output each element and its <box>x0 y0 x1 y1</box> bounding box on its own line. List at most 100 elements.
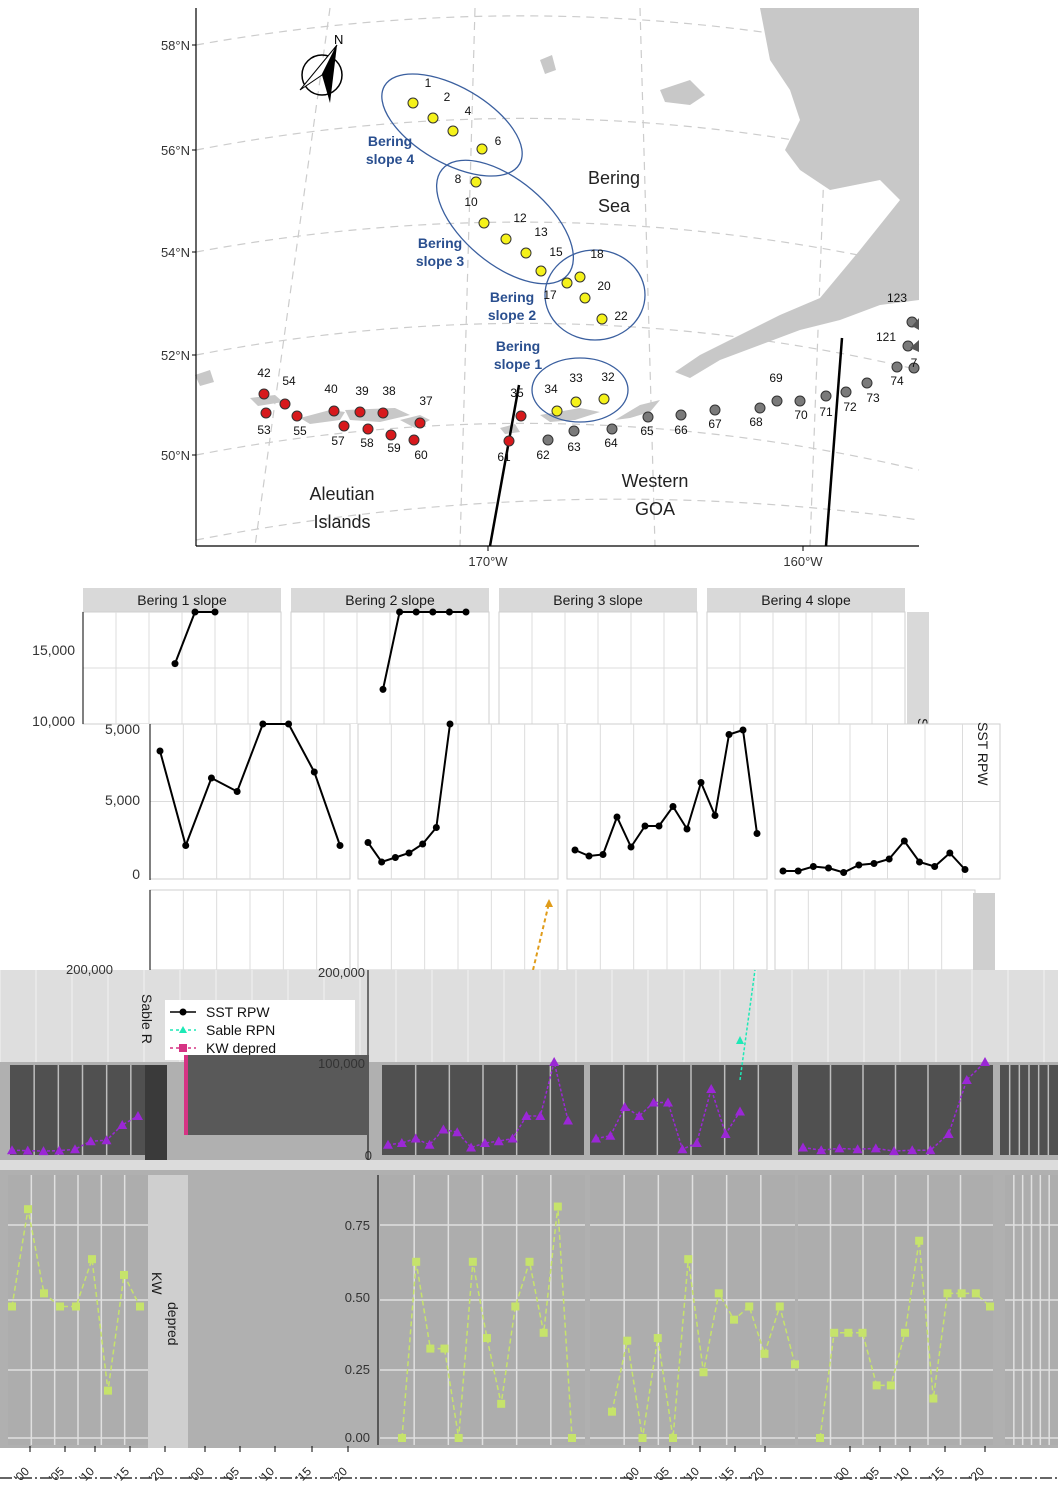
station-marker <box>709 404 721 416</box>
station-marker <box>354 406 366 418</box>
data-point <box>259 720 267 728</box>
legend-marker <box>179 1044 187 1052</box>
kw-series-bering-4 <box>816 1236 994 1442</box>
station-marker <box>515 410 527 422</box>
station-marker <box>771 395 783 407</box>
station-marker <box>291 410 303 422</box>
station-marker <box>447 125 459 137</box>
station-label: 37 <box>419 394 433 408</box>
station-label: 20 <box>597 279 611 293</box>
left-strip <box>148 1175 188 1450</box>
data-point <box>730 1315 738 1324</box>
data-point <box>605 1130 616 1140</box>
station-marker <box>478 217 490 229</box>
data-point <box>943 1289 952 1298</box>
data-point <box>462 608 470 616</box>
station-marker <box>574 271 586 283</box>
data-point <box>736 1036 744 1044</box>
station-label: 39 <box>355 384 369 398</box>
station-label: 62 <box>536 448 550 462</box>
glitch-stripe <box>184 1055 188 1135</box>
longitude-label: 160°W <box>783 554 823 569</box>
data-point <box>794 867 802 875</box>
station-label: 57 <box>331 434 345 448</box>
facet-strip <box>291 588 489 612</box>
station-label: 59 <box>387 441 401 455</box>
data-point <box>396 1138 407 1147</box>
data-point <box>608 1407 616 1416</box>
data-point <box>591 1133 601 1143</box>
data-point <box>410 1133 421 1143</box>
map: N 58°N56°N54°N52°N50°N 170°W 160°W 124681… <box>161 7 920 569</box>
latitude-label: 56°N <box>161 143 190 158</box>
station-marker <box>675 409 687 421</box>
data-point <box>440 1344 449 1353</box>
station-label: 123 <box>887 291 907 305</box>
station-label: 73 <box>866 391 880 405</box>
station-label: 54 <box>282 374 296 388</box>
slope-label: slope 2 <box>488 307 536 323</box>
data-point <box>830 1328 839 1337</box>
data-point <box>735 1106 745 1116</box>
data-point <box>739 726 747 734</box>
facet-strip-label: Bering 3 slope <box>553 592 643 608</box>
glitch-block <box>186 1055 369 1135</box>
data-point <box>627 843 635 851</box>
station-marker <box>579 292 591 304</box>
data-point <box>872 1381 881 1390</box>
rpn-series-bering-4 <box>798 1057 990 1156</box>
data-point <box>825 864 832 872</box>
station-marker <box>891 361 903 373</box>
data-point <box>745 1302 754 1311</box>
station-label: 12 <box>513 211 527 225</box>
station-marker <box>476 143 488 155</box>
station-marker <box>258 388 270 400</box>
y-tick-label: 15,000 <box>32 642 75 658</box>
data-point <box>364 839 372 846</box>
station-label: 72 <box>843 400 857 414</box>
left-strip <box>145 1065 167 1165</box>
data-point <box>599 851 607 858</box>
data-point <box>720 1129 731 1138</box>
data-point <box>925 1145 936 1155</box>
station-label: 66 <box>674 423 688 437</box>
facet-strip-label: Bering 1 slope <box>137 592 227 608</box>
data-point <box>571 846 579 854</box>
data-point <box>545 899 553 907</box>
data-point <box>886 1381 895 1390</box>
triangle-marker-icon <box>912 318 919 330</box>
region-label: Sea <box>598 196 631 216</box>
data-point <box>479 1138 490 1147</box>
station-label: 33 <box>569 371 583 385</box>
data-point <box>943 1129 954 1138</box>
station-marker <box>561 277 573 289</box>
slope-1-ellipse <box>531 357 629 423</box>
left-strip-label: depred <box>165 1302 181 1346</box>
station-label: 60 <box>414 448 428 462</box>
station-label: 69 <box>769 371 783 385</box>
legend-label: Sable RPN <box>206 1022 275 1038</box>
data-point <box>521 1111 532 1120</box>
data-point <box>483 1334 491 1343</box>
data-point <box>585 852 593 860</box>
island <box>195 370 214 386</box>
station-marker <box>407 97 419 109</box>
station-marker <box>568 425 580 437</box>
station-marker <box>642 411 654 423</box>
triangle-marker-icon <box>910 340 919 352</box>
station-marker <box>385 429 397 441</box>
slope-ellipses <box>381 73 646 423</box>
facet-strip <box>499 588 697 612</box>
glitch-band <box>0 1160 1058 1170</box>
data-point <box>775 1302 784 1311</box>
rpw-series-fragment <box>379 608 470 693</box>
data-point <box>207 774 215 782</box>
data-point <box>791 1360 799 1369</box>
data-point <box>889 1146 899 1156</box>
data-point <box>438 1124 449 1134</box>
legend-label: SST RPW <box>206 1004 270 1020</box>
data-point <box>852 1144 863 1154</box>
station-marker <box>520 247 532 259</box>
